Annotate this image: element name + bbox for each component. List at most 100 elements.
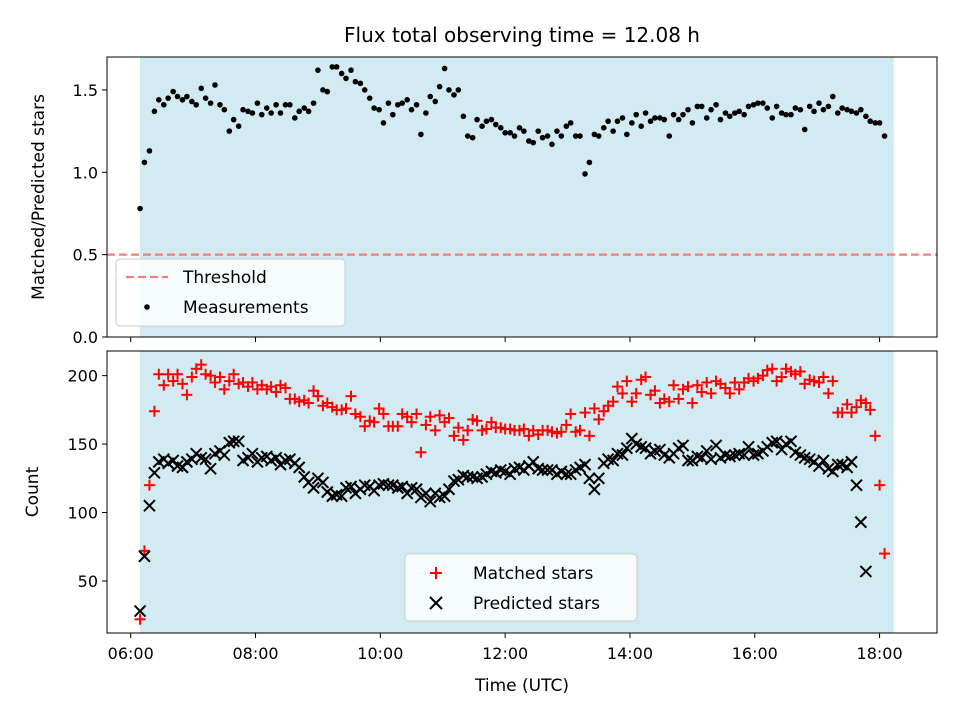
matched-star-point (611, 381, 623, 393)
measurement-point (390, 111, 396, 118)
x-tick-label: 12:00 (482, 644, 528, 663)
predicted-star-point (681, 454, 695, 467)
measurement-point (226, 128, 233, 134)
predicted-star-point (620, 441, 634, 455)
matched-star-point (340, 402, 352, 414)
measurement-point (685, 106, 691, 113)
matched-star-point (724, 387, 736, 399)
measurement-point (755, 100, 761, 106)
matched-star-point (663, 396, 675, 408)
measurement-point (212, 82, 218, 88)
measurement-point (610, 128, 616, 134)
measurement-point (441, 65, 448, 72)
measurement-point (189, 98, 195, 105)
measurement-point (451, 92, 457, 98)
measurement-point (853, 110, 860, 116)
matched-star-point (733, 383, 745, 395)
legend-matched-swatch (430, 567, 442, 579)
predicted-star-point (719, 448, 732, 462)
matched-star-point (621, 375, 633, 387)
predicted-star-point (447, 474, 461, 488)
matched-star-point (429, 424, 441, 436)
matched-star-point (560, 419, 572, 431)
top-y-axis: 0.0 0.5 1.0 1.5 (73, 81, 107, 347)
measurement-point (240, 106, 246, 113)
measurement-point (727, 113, 733, 120)
measurement-point (305, 108, 312, 115)
measurement-point (230, 116, 237, 123)
measurement-point (301, 105, 308, 111)
bottom-y-tick-label: 150 (67, 435, 98, 454)
matched-star-point (205, 370, 217, 382)
matched-star-point (462, 424, 474, 436)
predicted-star-point (424, 495, 437, 508)
measurement-point (479, 123, 485, 129)
count-points (133, 359, 891, 625)
measurement-point (507, 129, 513, 136)
predicted-star-point (382, 478, 395, 492)
matched-star-point (879, 548, 891, 560)
top-y-tick-label: 1.0 (73, 163, 98, 182)
measurement-point (361, 87, 368, 93)
predicted-star-point (419, 487, 433, 500)
measurement-point (174, 93, 181, 100)
measurement-point (769, 115, 776, 121)
matched-star-point (434, 409, 446, 421)
measurement-point (722, 110, 729, 116)
measurement-point (572, 133, 579, 139)
top-y-tick-label: 1.5 (73, 81, 98, 100)
measurement-point (629, 120, 635, 126)
measurement-point (395, 101, 401, 108)
predicted-star-point (335, 489, 348, 503)
matched-star-point (626, 396, 638, 408)
matched-star-point (846, 407, 858, 419)
measurement-point (554, 128, 560, 134)
measurement-point (867, 118, 874, 125)
bottom-panel: 50 100 150 200 06:00 08:00 10:00 12:00 14:00 16:… (23, 350, 938, 696)
measurement-point (287, 101, 293, 108)
predicted-star-point (831, 458, 844, 471)
x-tick-label: 14:00 (607, 644, 653, 663)
matched-star-point (457, 434, 469, 446)
matched-star-point (705, 387, 717, 399)
matched-star-point (195, 359, 207, 371)
matched-star-point (293, 396, 305, 408)
predicted-star-point (850, 478, 863, 492)
measurement-point (329, 64, 336, 70)
matched-star-point (630, 387, 642, 399)
predicted-star-point (588, 483, 601, 496)
bottom-legend: Matched stars Predicted stars (404, 553, 638, 622)
matched-star-point (668, 379, 680, 391)
matched-star-point (368, 416, 380, 428)
matched-star-point (593, 413, 605, 425)
predicted-star-point (634, 440, 648, 454)
measurement-point (698, 103, 705, 110)
legend-measurements-label: Measurements (183, 298, 309, 318)
predicted-star-point (737, 448, 751, 462)
predicted-star-point (747, 448, 760, 462)
legend-predicted-swatch (429, 596, 443, 610)
measurement-point (160, 101, 167, 108)
top-y-tick-label: 0.5 (73, 246, 98, 265)
predicted-star-point (199, 452, 212, 466)
measurement-point (848, 108, 855, 115)
matched-star-point (546, 426, 558, 438)
measurement-point (366, 95, 373, 101)
measurement-point (797, 106, 804, 113)
matched-star-point (303, 397, 315, 409)
predicted-star-point (204, 462, 217, 475)
measurement-point (254, 100, 261, 106)
measurement-point (245, 108, 251, 115)
matched-star-point (138, 545, 150, 557)
measurement-point (492, 121, 499, 128)
matched-star-point (177, 378, 189, 390)
measurement-point (666, 133, 673, 139)
measurement-point (577, 133, 583, 139)
predicted-star-point (148, 466, 161, 480)
measurement-point (586, 159, 593, 166)
measurement-point (858, 106, 864, 113)
top-y-axis-label: Matched/Predicted stars (29, 94, 49, 300)
chart-title: Flux total observing time = 12.08 h (344, 23, 700, 47)
matched-star-point (153, 368, 165, 380)
bottom-plot-frame (106, 350, 938, 634)
